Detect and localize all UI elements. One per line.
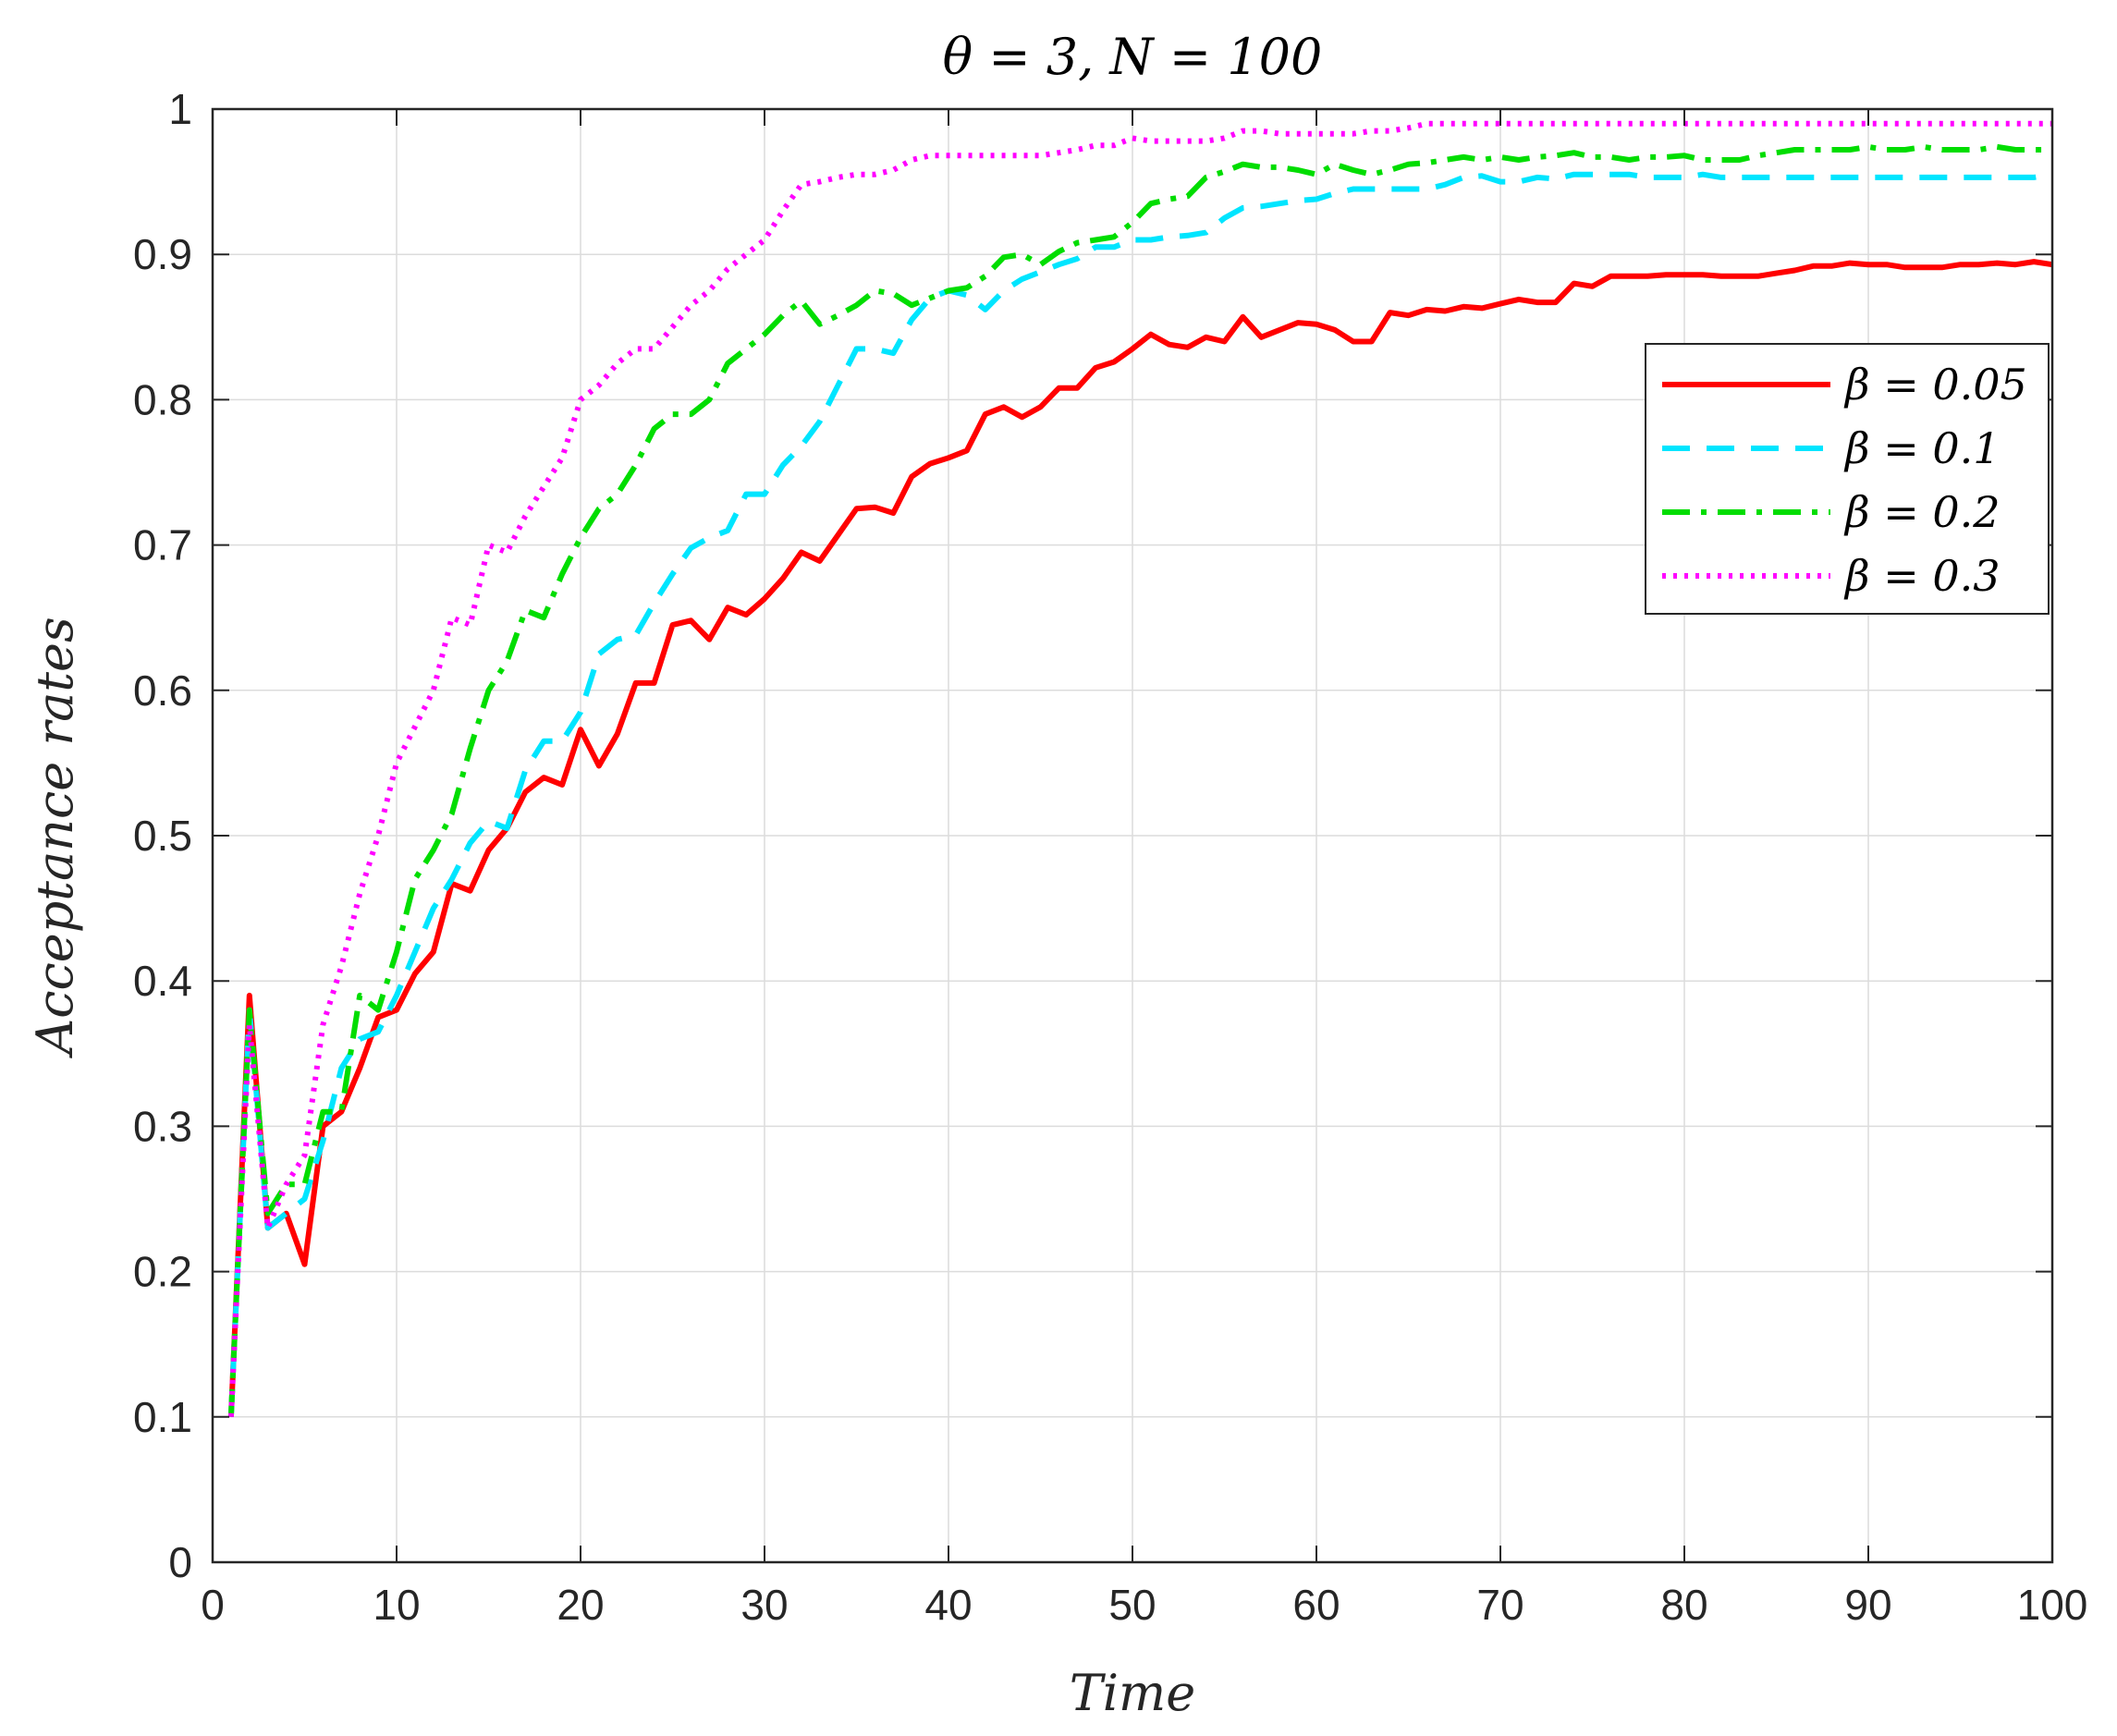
x-tick-label: 50 (1108, 1581, 1156, 1629)
x-tick-label: 30 (740, 1581, 788, 1629)
x-tick-label: 90 (1844, 1581, 1891, 1629)
y-tick-label: 0.3 (133, 1102, 192, 1150)
y-tick-label: 0.8 (133, 375, 192, 423)
x-tick-label: 40 (924, 1581, 972, 1629)
x-axis-label: Time (1070, 1664, 1195, 1722)
axis-ticks (212, 108, 2053, 1563)
y-tick-label: 0.5 (133, 812, 192, 860)
y-tick-label: 0.6 (133, 666, 192, 715)
y-tick-label: 0 (168, 1538, 192, 1586)
x-tick-label: 80 (1660, 1581, 1707, 1629)
tick-labels: 0 10 20 30 40 50 60 70 80 90 100 0 0.1 0.2 0.3 0.4 0.5 0.… (133, 85, 2087, 1629)
y-tick-label: 0.9 (133, 230, 192, 278)
legend: β = 0.05 β = 0.1 β = 0.2 β = 0.3 (1645, 343, 2050, 615)
y-axis-label: Acceptance rates (26, 617, 84, 1058)
chart-title: θ = 3, N = 100 (943, 28, 1323, 86)
legend-label-3: β = 0.2 (1843, 487, 2001, 537)
x-tick-label: 100 (2017, 1581, 2088, 1629)
x-tick-label: 0 (201, 1581, 225, 1629)
x-tick-label: 60 (1292, 1581, 1340, 1629)
y-tick-label: 0.1 (133, 1393, 192, 1441)
legend-label-2: β = 0.1 (1843, 423, 2001, 473)
y-tick-label: 1 (168, 85, 192, 133)
x-tick-label: 20 (557, 1581, 604, 1629)
x-tick-label: 70 (1476, 1581, 1524, 1629)
legend-box (1645, 343, 2050, 615)
series-line-2 (227, 171, 2053, 1417)
series-line-3 (227, 143, 2052, 1417)
y-tick-label: 0.4 (133, 957, 192, 1005)
series-layer (227, 120, 2053, 1417)
legend-label-4: β = 0.3 (1843, 551, 2001, 601)
y-tick-label: 0.7 (133, 521, 192, 569)
x-tick-label: 10 (373, 1581, 420, 1629)
y-tick-label: 0.2 (133, 1248, 192, 1296)
series-line-1 (227, 259, 2053, 1417)
legend-label-1: β = 0.05 (1843, 360, 2027, 410)
